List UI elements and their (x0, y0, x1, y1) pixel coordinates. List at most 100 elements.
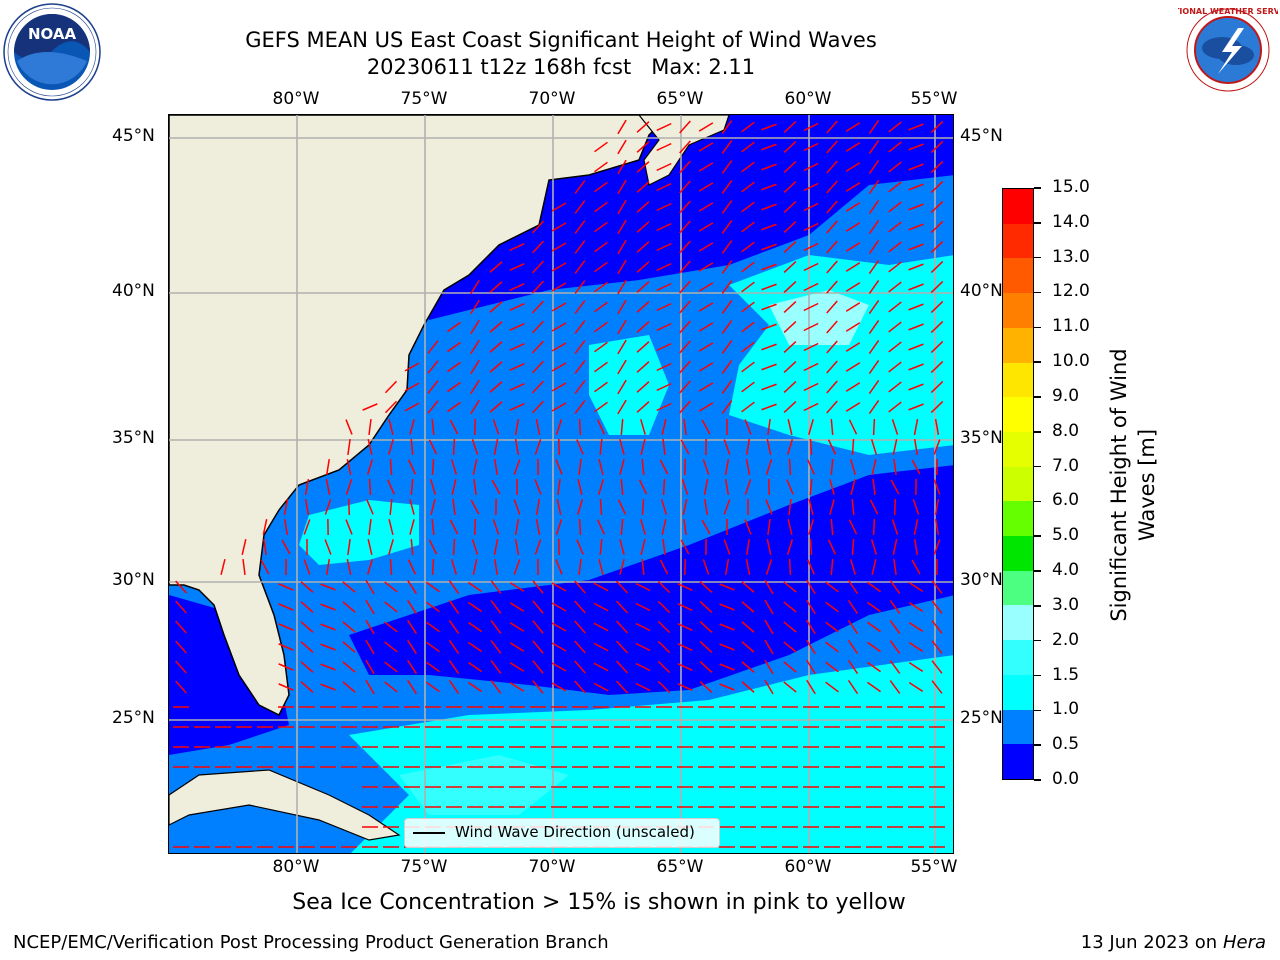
wave-direction-arrow (320, 643, 336, 651)
wave-direction-arrow (320, 623, 336, 631)
wave-direction-arrow (744, 479, 752, 495)
wave-direction-arrow (683, 518, 687, 536)
wave-direction-arrow (342, 661, 356, 673)
wave-direction-arrow (888, 181, 902, 193)
wave-direction-arrow (447, 361, 461, 373)
wave-direction-arrow (786, 439, 794, 455)
wave-direction-arrow (278, 583, 294, 591)
wave-direction-arrow (783, 320, 797, 334)
wave-direction-arrow (803, 262, 819, 272)
wave-direction-arrow (578, 518, 582, 536)
map-panel[interactable] (168, 114, 954, 854)
wave-direction-arrow (262, 519, 268, 535)
wave-direction-arrow (531, 220, 545, 234)
wave-direction-arrow (304, 498, 310, 516)
wave-direction-arrow (888, 361, 902, 373)
wave-direction-arrow (783, 260, 797, 274)
wave-direction-arrow (681, 479, 689, 495)
wave-direction-arrow (721, 160, 733, 174)
wave-direction-arrow (509, 343, 525, 351)
wave-direction-arrow (677, 683, 693, 691)
lat-label-left: 40°N (112, 281, 155, 301)
wave-direction-arrow (551, 662, 567, 672)
wave-direction-arrow (888, 281, 902, 293)
wave-direction-arrow (300, 641, 314, 653)
wave-direction-arrow (892, 539, 898, 555)
lon-label-bottom: 55°W (910, 857, 958, 877)
colorbar-label-line1: Significant Height of Wind (1107, 348, 1131, 622)
wave-direction-arrow (765, 499, 773, 515)
wave-direction-arrow (303, 519, 311, 535)
wave-direction-arrow (930, 200, 944, 214)
wave-direction-arrow (534, 439, 542, 455)
land-cuba (169, 769, 401, 841)
wave-direction-arrow (741, 401, 755, 413)
wave-direction-arrow (281, 539, 291, 555)
wave-direction-arrow (803, 122, 819, 132)
wave-direction-arrow (783, 601, 797, 613)
wave-direction-arrow (662, 438, 666, 456)
wave-direction-arrow (764, 579, 774, 595)
wave-direction-arrow (574, 580, 586, 594)
wave-direction-arrow (888, 341, 902, 353)
colorbar-tick-mark (1034, 639, 1041, 642)
wave-direction-arrow (513, 459, 521, 475)
wave-direction-arrow (175, 620, 187, 634)
wave-direction-arrow (447, 321, 461, 333)
lon-label-top: 60°W (784, 89, 832, 109)
wave-direction-arrow (867, 681, 881, 693)
wave-direction-arrow (803, 302, 819, 312)
wave-direction-arrow (845, 242, 861, 252)
wave-direction-arrow (576, 539, 584, 555)
wave-direction-arrow (578, 558, 582, 576)
wave-direction-arrow (574, 200, 586, 214)
wave-direction-arrow (656, 302, 672, 312)
wave-direction-arrow (551, 642, 567, 652)
wave-direction-arrow (699, 680, 713, 694)
colorbar-tick-mark (1034, 570, 1041, 572)
wave-direction-arrow (767, 518, 771, 536)
wave-direction-arrow (514, 518, 520, 536)
wave-direction-arrow (724, 558, 730, 576)
wave-direction-arrow (908, 143, 924, 151)
wave-direction-arrow (557, 478, 561, 496)
wave-direction-arrow (783, 621, 797, 633)
wave-direction-arrow (721, 200, 733, 214)
wave-direction-arrow (407, 639, 417, 655)
wave-direction-arrow (594, 141, 608, 153)
wave-direction-arrow (617, 359, 627, 375)
wave-direction-arrow (640, 439, 646, 455)
wave-direction-arrow (473, 518, 477, 536)
wave-direction-arrow (635, 622, 651, 632)
wave-direction-arrow (175, 680, 187, 694)
wave-direction-arrow (557, 438, 561, 456)
wave-direction-arrow (765, 459, 773, 475)
wave-direction-arrow (594, 261, 608, 273)
wave-direction-arrow (826, 140, 838, 154)
wave-direction-arrow (535, 419, 541, 435)
wave-direction-arrow (931, 640, 943, 654)
wave-direction-arrow (764, 639, 774, 655)
wave-direction-arrow (617, 339, 627, 355)
wave-direction-arrow (679, 180, 691, 194)
wave-direction-arrow (384, 621, 398, 633)
wave-direction-arrow (574, 380, 586, 394)
land-us-east-coast (169, 115, 671, 717)
wave-direction-arrow (388, 519, 394, 535)
wave-direction-arrow (617, 199, 627, 215)
wave-direction-arrow (574, 620, 586, 634)
wave-direction-arrow (847, 639, 859, 655)
wave-direction-arrow (636, 161, 650, 173)
wave-direction-arrow (783, 240, 797, 254)
wave-direction-arrow (698, 342, 714, 352)
wave-direction-arrow (808, 419, 814, 435)
wave-direction-arrow (679, 360, 691, 374)
wave-direction-arrow (404, 402, 420, 412)
wave-direction-arrow (513, 559, 521, 575)
wave-direction-arrow (656, 382, 672, 392)
wave-direction-arrow (826, 120, 838, 134)
wave-direction-arrow (551, 222, 567, 232)
wave-direction-arrow (368, 478, 372, 496)
wave-direction-arrow (490, 580, 502, 594)
wave-direction-arrow (803, 162, 819, 172)
